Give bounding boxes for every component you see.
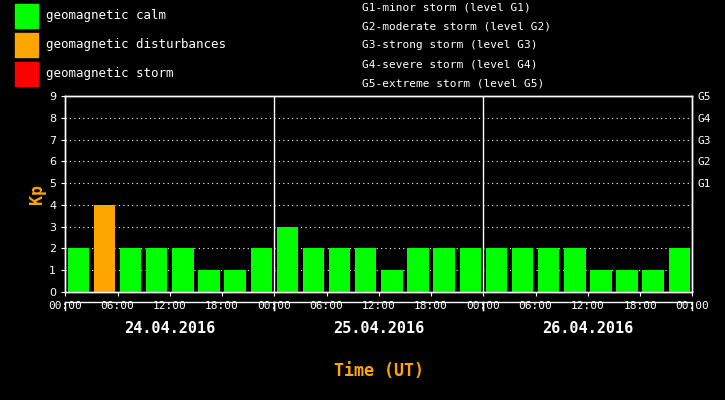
- Bar: [303, 248, 324, 292]
- Text: geomagnetic disturbances: geomagnetic disturbances: [46, 38, 226, 51]
- Bar: [616, 270, 638, 292]
- Bar: [329, 248, 350, 292]
- Y-axis label: Kp: Kp: [28, 184, 46, 204]
- Bar: [172, 248, 194, 292]
- Text: G4-severe storm (level G4): G4-severe storm (level G4): [362, 59, 538, 69]
- Bar: [14, 62, 38, 86]
- Text: Time (UT): Time (UT): [334, 362, 424, 380]
- Bar: [120, 248, 141, 292]
- Bar: [486, 248, 507, 292]
- Bar: [460, 248, 481, 292]
- Text: 24.04.2016: 24.04.2016: [124, 321, 215, 336]
- Bar: [590, 270, 612, 292]
- Bar: [94, 205, 115, 292]
- Bar: [407, 248, 428, 292]
- Bar: [198, 270, 220, 292]
- Bar: [224, 270, 246, 292]
- Text: G5-extreme storm (level G5): G5-extreme storm (level G5): [362, 78, 544, 88]
- Bar: [564, 248, 586, 292]
- Bar: [146, 248, 167, 292]
- Bar: [277, 227, 298, 292]
- Bar: [668, 248, 690, 292]
- Bar: [381, 270, 402, 292]
- Bar: [538, 248, 560, 292]
- Bar: [67, 248, 89, 292]
- Text: G1-minor storm (level G1): G1-minor storm (level G1): [362, 3, 531, 13]
- Text: G3-strong storm (level G3): G3-strong storm (level G3): [362, 40, 538, 50]
- Text: 26.04.2016: 26.04.2016: [542, 321, 634, 336]
- Text: geomagnetic storm: geomagnetic storm: [46, 68, 174, 80]
- Bar: [434, 248, 455, 292]
- Text: geomagnetic calm: geomagnetic calm: [46, 9, 167, 22]
- Bar: [512, 248, 534, 292]
- Text: 25.04.2016: 25.04.2016: [334, 321, 424, 336]
- Bar: [251, 248, 272, 292]
- Bar: [14, 32, 38, 57]
- Bar: [355, 248, 376, 292]
- Bar: [14, 4, 38, 28]
- Bar: [642, 270, 664, 292]
- Text: G2-moderate storm (level G2): G2-moderate storm (level G2): [362, 22, 552, 32]
